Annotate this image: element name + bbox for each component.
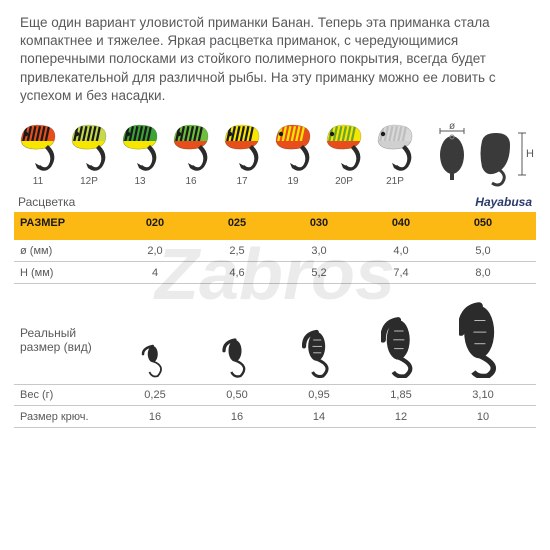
table-header-row: РАЗМЕР020025030040050 — [14, 212, 536, 240]
row-label: Размер крюч. — [14, 411, 114, 423]
table-cell: 14 — [278, 411, 360, 423]
brand-logo: Hayabusa — [475, 195, 532, 209]
lure-swatch: 17 — [218, 121, 266, 187]
table-cell: 0,50 — [196, 389, 278, 401]
lure-swatch: 12P — [65, 121, 113, 187]
table-cell: 3,10 — [442, 389, 524, 401]
table-cell: 3,0 — [278, 245, 360, 257]
header-cell: 040 — [360, 217, 442, 229]
lure-swatches-row: 11 12P 13 — [0, 115, 550, 189]
header-cell: 020 — [114, 217, 196, 229]
table-cell: 5,2 — [278, 267, 360, 279]
real-size-silhouette — [196, 336, 278, 378]
real-size-label: Реальныйразмер (вид) — [14, 326, 114, 355]
lure-swatch: 13 — [116, 121, 164, 187]
table-cell: 16 — [114, 411, 196, 423]
lure-label: 13 — [134, 176, 145, 187]
table-row: Вес (г)0,250,500,951,853,10 — [14, 384, 536, 406]
table-cell: 12 — [360, 411, 442, 423]
header-cell: 025 — [196, 217, 278, 229]
row-label: H (мм) — [14, 267, 114, 279]
real-size-silhouette — [114, 342, 196, 378]
table-cell: 16 — [196, 411, 278, 423]
lure-swatch: 19 — [269, 121, 317, 187]
table-cell: 0,95 — [278, 389, 360, 401]
lure-label: 21P — [386, 176, 404, 187]
table-row: Размер крюч.1616141210 — [14, 406, 536, 428]
lure-swatch: 16 — [167, 121, 215, 187]
table-row: ø (мм)2,02,53,04,05,0 — [14, 240, 536, 262]
header-cell: 030 — [278, 217, 360, 229]
lure-label: 11 — [33, 176, 43, 187]
lure-label: 16 — [185, 176, 196, 187]
lure-swatch: 11 — [14, 121, 62, 187]
table-cell: 5,0 — [442, 245, 524, 257]
table-cell: 4 — [114, 267, 196, 279]
svg-text:ø: ø — [449, 123, 455, 132]
table-row: H (мм)44,65,27,48,0 — [14, 262, 536, 284]
rascvetka-label: Расцветка — [18, 195, 75, 209]
header-label: РАЗМЕР — [14, 217, 114, 229]
row-label: ø (мм) — [14, 245, 114, 257]
table-cell: 10 — [442, 411, 524, 423]
lure-label: 19 — [287, 176, 298, 187]
dimension-diagram: ø H — [426, 123, 536, 187]
real-size-silhouette — [442, 302, 524, 378]
real-size-silhouette — [278, 328, 360, 378]
table-cell: 4,6 — [196, 267, 278, 279]
sizes-table: РАЗМЕР020025030040050 ø (мм)2,02,53,04,0… — [14, 212, 536, 284]
row-label: Вес (г) — [14, 389, 114, 401]
lure-label: 12P — [80, 176, 98, 187]
bottom-table: Вес (г)0,250,500,951,853,10 Размер крюч.… — [14, 384, 536, 428]
table-cell: 0,25 — [114, 389, 196, 401]
lure-label: 20P — [335, 176, 353, 187]
table-cell: 1,85 — [360, 389, 442, 401]
dimension-diagram-svg: ø H — [426, 123, 536, 187]
lure-swatch: 20P — [320, 121, 368, 187]
real-size-section: Реальныйразмер (вид) — [14, 302, 536, 378]
rascvetka-header: Расцветка Hayabusa — [0, 189, 550, 212]
product-description: Еще один вариант уловистой приманки Бана… — [0, 0, 550, 115]
table-cell: 4,0 — [360, 245, 442, 257]
table-cell: 8,0 — [442, 267, 524, 279]
table-cell: 2,0 — [114, 245, 196, 257]
svg-text:H: H — [526, 148, 534, 160]
header-cell: 050 — [442, 217, 524, 229]
table-cell: 2,5 — [196, 245, 278, 257]
table-cell: 7,4 — [360, 267, 442, 279]
real-size-silhouette — [360, 316, 442, 378]
lure-swatch: 21P — [371, 121, 419, 187]
lure-label: 17 — [236, 176, 247, 187]
